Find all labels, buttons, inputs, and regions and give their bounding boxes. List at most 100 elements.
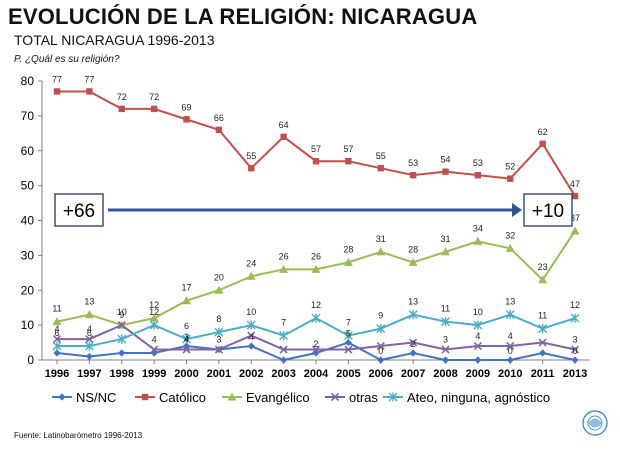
annotation-end-label: +10 — [532, 201, 564, 222]
data-point — [506, 356, 514, 364]
data-label: 10 — [117, 307, 127, 317]
data-point — [280, 133, 287, 140]
data-label: 64 — [279, 120, 289, 130]
y-tick-label: 80 — [21, 74, 35, 88]
data-point — [343, 257, 353, 266]
data-point — [279, 331, 289, 341]
data-label: 9 — [378, 311, 383, 321]
data-point — [248, 164, 255, 172]
data-label: 13 — [84, 297, 94, 307]
data-point — [409, 171, 417, 179]
data-point — [343, 331, 353, 341]
data-point — [312, 158, 320, 165]
data-label: 72 — [117, 92, 127, 102]
data-point — [539, 349, 547, 357]
data-label: 55 — [246, 151, 256, 161]
data-point — [214, 285, 224, 294]
data-label: 54 — [440, 155, 450, 165]
data-point — [246, 271, 256, 280]
data-label: 47 — [570, 179, 580, 189]
annotation-box-end — [523, 193, 573, 227]
data-label: 4 — [249, 332, 254, 342]
data-point — [279, 345, 288, 354]
data-point — [473, 341, 482, 351]
data-label: 11 — [52, 304, 61, 314]
data-label: 62 — [538, 127, 548, 137]
data-label: 23 — [538, 262, 548, 272]
data-label: 0 — [508, 346, 513, 356]
data-point — [473, 236, 483, 245]
data-point — [408, 310, 418, 320]
data-label: 3 — [216, 335, 221, 345]
data-point — [215, 126, 223, 134]
survey-question: P. ¿Quál es su religión? — [14, 54, 120, 65]
data-point — [345, 158, 352, 165]
data-point — [570, 345, 580, 354]
data-label: 77 — [84, 74, 94, 84]
data-label: 7 — [281, 318, 286, 328]
annotation-start-label: +66 — [63, 201, 95, 222]
chart-subtitle: TOTAL NICARAGUA 1996-2013 — [14, 32, 215, 48]
x-tick-label: 1999 — [142, 368, 166, 380]
y-tick-label: 50 — [21, 179, 35, 193]
y-tick-label: 70 — [21, 109, 35, 123]
data-label: 12 — [149, 307, 159, 317]
data-point — [246, 320, 256, 330]
data-point — [570, 313, 580, 323]
data-point — [377, 164, 384, 172]
data-point — [182, 296, 191, 305]
data-label: 7 — [346, 318, 351, 328]
data-point — [150, 349, 158, 357]
data-label: 26 — [311, 251, 321, 261]
data-point — [409, 349, 417, 357]
data-point — [117, 334, 127, 344]
data-label: 4 — [54, 324, 59, 334]
data-label: 10 — [473, 307, 483, 317]
data-point — [311, 313, 321, 323]
data-point — [150, 345, 159, 354]
data-point — [52, 335, 62, 344]
y-tick-label: 0 — [27, 353, 34, 367]
data-label: 6 — [54, 328, 59, 338]
data-point — [85, 352, 93, 361]
x-tick-label: 2004 — [304, 368, 329, 380]
data-point — [86, 88, 93, 95]
data-point — [280, 356, 288, 364]
data-point — [538, 275, 548, 284]
data-label: 12 — [311, 300, 321, 310]
data-point — [53, 349, 61, 357]
data-label: 53 — [408, 158, 418, 168]
data-point — [441, 247, 450, 256]
y-tick-label: 20 — [21, 283, 35, 297]
data-point — [505, 243, 515, 252]
data-point — [52, 341, 62, 351]
data-label: 34 — [473, 223, 483, 233]
x-tick-label: 2002 — [239, 368, 263, 380]
data-label: 52 — [505, 162, 515, 172]
data-point — [409, 338, 418, 347]
data-point — [150, 105, 158, 113]
data-label: 11 — [538, 311, 547, 321]
legend-label: Evangélico — [246, 390, 310, 405]
data-point — [505, 310, 515, 320]
data-point — [117, 321, 126, 330]
legend-label: Ateo, ninguna, agnóstico — [407, 390, 550, 405]
data-point — [570, 226, 580, 235]
legend-marker — [330, 392, 340, 402]
data-label: 8 — [216, 314, 221, 324]
data-label: 12 — [570, 300, 580, 310]
data-label: 0 — [378, 346, 383, 356]
data-point — [311, 345, 321, 354]
data-label: 12 — [149, 300, 159, 310]
data-label: 9 — [119, 310, 124, 320]
data-point — [183, 116, 190, 123]
data-point — [214, 327, 224, 337]
data-point — [118, 349, 126, 357]
data-point — [442, 168, 449, 175]
data-point — [279, 264, 289, 273]
data-label: 2 — [411, 339, 416, 349]
data-label: 4 — [475, 331, 480, 341]
data-label: 72 — [149, 92, 159, 102]
data-point — [408, 257, 418, 266]
